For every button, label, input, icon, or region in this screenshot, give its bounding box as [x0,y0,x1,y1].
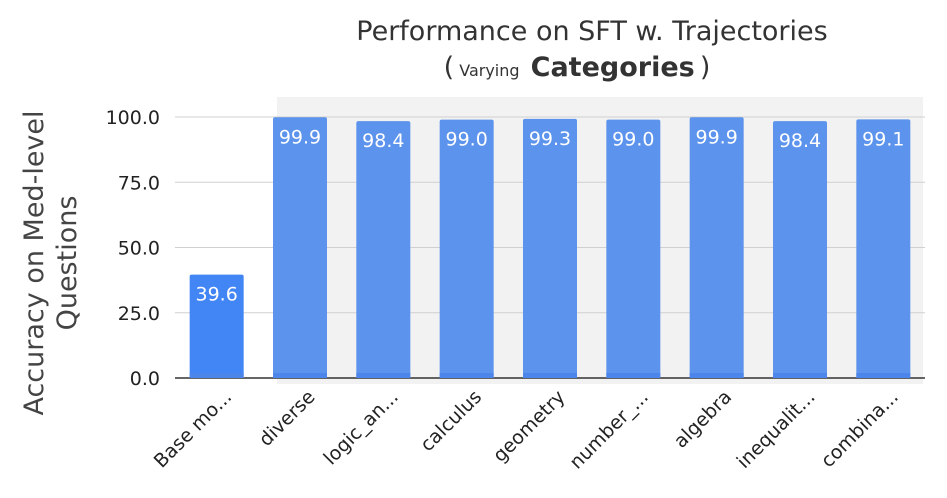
bar [189,274,244,378]
y-tick-label: 100.0 [106,107,160,129]
bar [439,119,494,379]
subtitle-small: Varying [459,61,519,80]
x-tick-label: logic_an... [319,386,402,469]
subtitle-open-paren: ( [444,52,455,83]
bar-base-strip [189,373,244,378]
y-tick-label: 0.0 [130,368,160,390]
x-ticks: Base mo... diverse logic_an... calculus geom… [150,386,903,474]
y-tick-label: 25.0 [118,303,160,325]
bar [356,121,411,379]
x-tick-label: geometry [489,386,570,467]
bar-value-label: 99.0 [446,129,488,151]
chart-title: Performance on SFT w. Trajectories [356,16,827,47]
subtitle-bold: Categories [531,52,695,83]
bar-value-label: 99.9 [279,126,321,148]
x-tick-label: number_... [565,386,653,474]
x-tick-label: calculus [416,386,486,456]
y-axis-label-line1: Accuracy on Med-level [19,110,50,415]
bar-value-label: 98.4 [779,130,821,152]
bar [773,121,827,379]
bar-value-label: 98.4 [362,130,404,152]
bar-base-strip [689,373,744,378]
y-axis-label-line2: Questions [52,196,83,331]
bar [606,119,661,379]
bar [523,118,577,379]
x-tick-label: Base mo... [150,386,236,472]
bar-value-label: 99.3 [529,128,571,150]
bar-base-strip [856,373,911,378]
bar-base-strip [606,373,661,378]
bar [273,117,327,379]
bar-value-label: 99.1 [862,128,904,150]
bar-base-strip [523,373,577,378]
x-tick-label: diverse [255,386,320,451]
bar-base-strip [439,373,494,378]
x-tick-label: inequalit... [733,386,820,473]
y-ticks: 0.0 25.0 50.0 75.0 100.0 [106,107,160,390]
bar-base-strip [773,373,827,378]
bars [189,117,911,379]
bar-base-strip [356,373,411,378]
subtitle-close-paren: ) [700,52,711,83]
bar [689,117,744,379]
bar-value-label: 99.9 [696,126,738,148]
x-tick-label: algebra [670,386,737,453]
bar-value-labels: 39.6 99.9 98.4 99.0 99.3 99.0 99.9 98.4 99.1 [196,126,905,305]
y-tick-label: 75.0 [118,172,160,194]
y-tick-label: 50.0 [118,238,160,260]
chart-subtitle: ( Varying Categories ) [444,52,711,83]
bar-value-label: 39.6 [196,284,238,306]
bar [856,119,911,378]
bar-base-strip [273,373,327,378]
bar-value-label: 99.0 [612,129,654,151]
x-tick-label: combina... [817,386,903,472]
